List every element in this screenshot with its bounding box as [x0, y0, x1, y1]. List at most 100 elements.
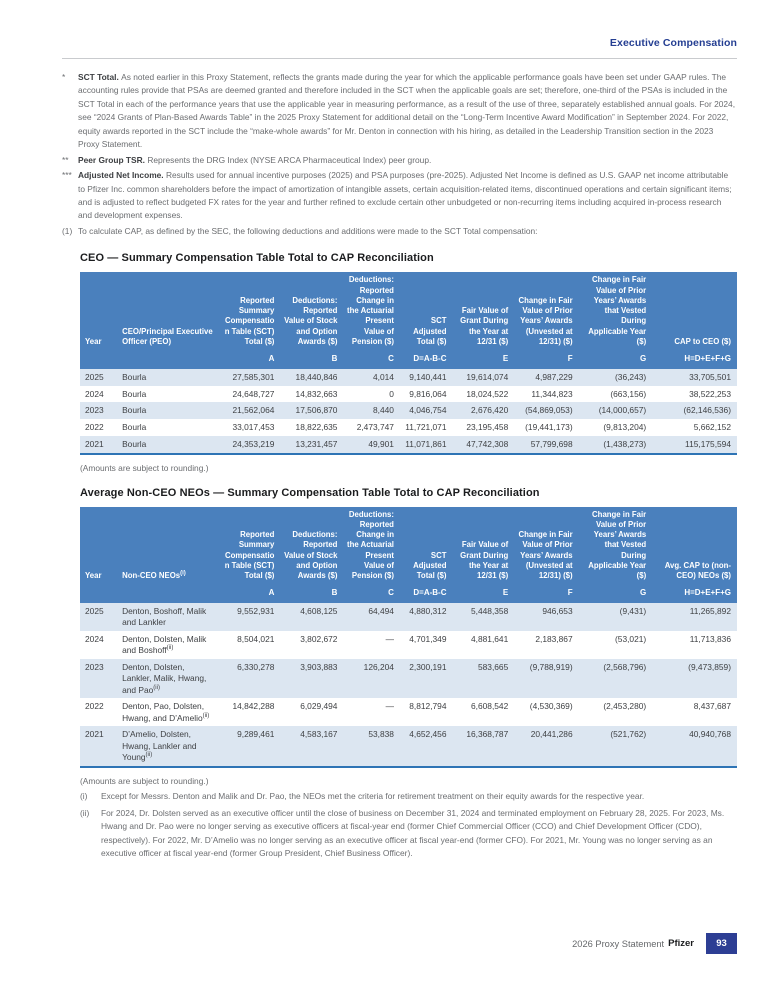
value-cell: 115,175,594	[685, 438, 731, 449]
value-cell: 2,183,867	[535, 634, 573, 645]
value-cell: 33,017,453	[232, 422, 275, 433]
value-cell: 5,448,358	[470, 606, 509, 617]
table-row: 2025 Bourla 27,585,301 18,440,846 4,014 9,140…	[80, 368, 737, 386]
value-cell: 6,608,542	[470, 701, 509, 712]
column-letter-row: A B C D=A-B-C E F G H=D+E+F+G	[80, 350, 737, 369]
value-cell: 5,662,152	[693, 422, 731, 433]
name-cell: D’Amelio, Dolsten, Hwang, Lankler and Yo…	[122, 729, 197, 762]
column-letter: H=D+E+F+G	[650, 350, 737, 369]
year-cell: 2023	[85, 662, 104, 673]
column-letter-row: A B C D=A-B-C E F G H=D+E+F+G	[80, 584, 737, 604]
year-cell: 2025	[85, 371, 104, 382]
value-cell: (2,453,280)	[603, 701, 647, 712]
footnote-marker: (i)	[80, 790, 88, 801]
value-cell: 14,832,663	[295, 388, 338, 399]
year-cell: 2022	[85, 701, 104, 712]
column-letter: A	[217, 350, 279, 369]
value-cell: 14,842,288	[232, 701, 275, 712]
column-header: Fair Value of Grant During the Year at 1…	[450, 506, 513, 585]
value-cell: 23,195,458	[466, 422, 509, 433]
section-header: Executive Compensation	[609, 37, 737, 49]
value-cell: (54,869,053)	[525, 405, 573, 416]
value-cell: (62,146,536)	[683, 405, 732, 416]
value-cell: 4,880,312	[409, 606, 447, 617]
year-cell: 2023	[85, 405, 104, 416]
footer-statement: 2026 Proxy Statement	[572, 938, 665, 949]
value-cell: 18,440,846	[295, 371, 338, 382]
value-cell: 16,368,787	[466, 729, 509, 740]
value-cell: (2,568,796)	[603, 662, 647, 673]
year-cell: 2021	[85, 729, 104, 740]
column-letter: B	[278, 584, 342, 604]
value-cell: 11,344,823	[531, 388, 573, 399]
value-cell: —	[385, 701, 394, 712]
value-cell: 38,522,253	[689, 388, 731, 399]
value-cell: 4,583,167	[300, 729, 338, 740]
footnote: (ii) For 2024, Dr. Dolsten served as an e…	[80, 807, 737, 861]
column-header: Change in Fair Value of Prior Years’ Awa…	[576, 272, 651, 351]
value-cell: 4,987,229	[535, 371, 573, 382]
column-header: Reported Summary Compensation Table (SCT…	[217, 506, 279, 585]
value-cell: (14,000,657)	[598, 405, 647, 416]
column-header: CAP to CEO ($)	[650, 272, 737, 351]
year-cell: 2021	[85, 438, 104, 449]
column-letter: H=D+E+F+G	[650, 584, 737, 604]
value-cell: 33,705,501	[689, 371, 731, 382]
footnote: (1) To calculate CAP, as defined by the S…	[62, 225, 737, 238]
year-cell: 2024	[85, 388, 104, 399]
value-cell: 18,024,522	[466, 388, 509, 399]
table-row: 2023 Denton, Dolsten, Lankler, Malik, Hwa…	[80, 659, 737, 699]
value-cell: 4,881,641	[470, 634, 509, 645]
value-cell: (4,530,369)	[529, 701, 573, 712]
header-divider	[62, 58, 737, 59]
value-cell: 49,901	[368, 438, 394, 449]
year-cell: 2025	[85, 606, 104, 617]
table-row: 2021 Bourla 24,353,219 13,231,457 49,901 11,0…	[80, 435, 737, 454]
value-cell: 8,812,794	[409, 701, 447, 712]
table-row: 2021 D’Amelio, Dolsten, Hwang, Lankler an…	[80, 726, 737, 767]
page-number-badge: 93	[706, 933, 737, 954]
footnote-marker: (ii)	[80, 807, 90, 818]
value-cell: 40,940,768	[689, 729, 731, 740]
column-header: Deductions: Reported Change in the Actua…	[341, 506, 398, 585]
value-cell: (9,473,859)	[688, 662, 731, 673]
value-cell: 2,473,747	[356, 422, 394, 433]
value-cell: 57,799,698	[530, 438, 573, 449]
top-footnotes: * SCT Total. As noted earlier in this Pro…	[62, 71, 737, 238]
name-cell: Bourla	[122, 371, 147, 382]
footnote: *** Adjusted Net Income. Results used for…	[62, 169, 737, 223]
year-cell: 2024	[85, 634, 104, 645]
value-cell: 2,676,420	[470, 405, 509, 416]
column-letter: F	[512, 350, 577, 369]
ceo-table-title: CEO — Summary Compensation Table Total t…	[80, 252, 434, 265]
footnote-text: SCT Total. As noted earlier in this Prox…	[78, 72, 736, 150]
column-letter: D=A-B-C	[397, 350, 451, 369]
column-letter	[118, 350, 218, 369]
column-header: Deductions: Reported Value of Stock and …	[278, 506, 342, 585]
value-cell: 27,585,301	[232, 371, 275, 382]
value-cell: 18,822,635	[295, 422, 338, 433]
table-row: 2023 Bourla 21,562,064 17,506,870 8,440 4,046…	[80, 402, 737, 420]
year-cell: 2022	[85, 422, 104, 433]
value-cell: (1,438,273)	[603, 438, 647, 449]
footnote-text: Except for Messrs. Denton and Malik and …	[101, 790, 645, 801]
value-cell: 4,014	[372, 371, 394, 382]
value-cell: 53,838	[368, 729, 394, 740]
footnote-marker: ***	[62, 170, 72, 181]
column-letter: G	[576, 584, 651, 604]
value-cell: 4,608,125	[300, 606, 338, 617]
name-cell: Bourla	[122, 405, 147, 416]
neo-table-title: Average Non-CEO NEOs — Summary Compensat…	[80, 486, 540, 499]
value-cell: 9,552,931	[237, 606, 275, 617]
column-header: SCT Adjusted Total ($)	[397, 506, 451, 585]
rounding-note: (Amounts are subject to rounding.)	[80, 775, 209, 786]
table-row: 2022 Bourla 33,017,453 18,822,635 2,473,747 1…	[80, 419, 737, 436]
proxy-statement-page: Executive Compensation * SCT Total. As no…	[62, 37, 737, 861]
value-cell: 11,071,861	[405, 438, 447, 449]
value-cell: 11,713,836	[689, 634, 731, 645]
name-cell: Bourla	[122, 422, 147, 433]
page-footer: 2026 Proxy Statement Pfizer 93	[572, 933, 737, 954]
header-row: Year Non-CEO NEOs(i) Reported Summary Comp…	[80, 506, 737, 585]
name-cell: Denton, Pao, Dolsten, Hwang, and D’Ameli…	[122, 701, 210, 723]
value-cell: 583,665	[477, 662, 509, 673]
